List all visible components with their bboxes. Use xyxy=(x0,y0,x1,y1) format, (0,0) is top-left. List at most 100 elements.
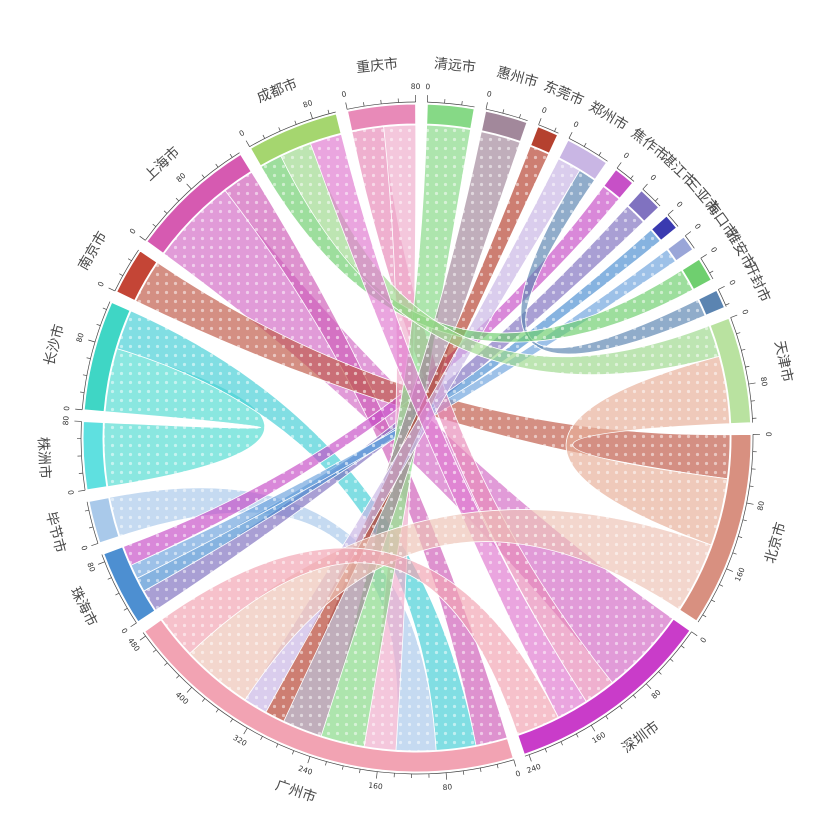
city-arc-三亚市 xyxy=(650,215,678,242)
tick-label: 240 xyxy=(297,764,314,777)
tick-label: 480 xyxy=(126,636,142,653)
tick-mark xyxy=(186,183,192,190)
city-arc-清远市 xyxy=(426,103,475,130)
tick-mark xyxy=(630,175,634,179)
tick-label: 0 xyxy=(79,544,89,552)
tick-mark xyxy=(91,543,99,547)
city-label-毕节市: 毕节市 xyxy=(42,510,69,555)
tick-label: 0 xyxy=(238,128,247,138)
city-axis xyxy=(718,289,727,307)
city-axis xyxy=(616,167,635,182)
tick-mark xyxy=(202,698,206,702)
tick-label: 80 xyxy=(302,98,314,110)
arcs-layer xyxy=(82,103,752,773)
tick-mark xyxy=(513,759,517,767)
tick-mark xyxy=(294,120,297,125)
tick-mark xyxy=(230,718,233,723)
tick-mark xyxy=(260,736,263,741)
ribbon-texture xyxy=(351,126,613,702)
tick-mark xyxy=(376,771,378,779)
tick-mark xyxy=(748,382,756,385)
city-label-长沙市: 长沙市 xyxy=(41,322,68,367)
ribbon-texture xyxy=(364,125,416,751)
tick-mark xyxy=(278,127,281,132)
tick-mark xyxy=(619,705,623,710)
tick-mark xyxy=(746,502,754,505)
ribbon-texture xyxy=(283,131,521,736)
ribbon-texture xyxy=(310,134,587,718)
tick-mark xyxy=(292,750,295,755)
city-axis xyxy=(347,101,416,110)
tick-mark xyxy=(80,391,85,393)
city-axis xyxy=(114,249,139,292)
city-arc-深圳市 xyxy=(517,618,691,755)
tick-mark xyxy=(245,140,250,147)
tick-label: 0 xyxy=(709,245,719,254)
tick-mark xyxy=(152,649,157,653)
tick-mark xyxy=(75,408,83,411)
tick-mark xyxy=(139,635,146,641)
tick-mark xyxy=(669,658,674,662)
tick-label: 80 xyxy=(756,500,767,511)
tick-mark xyxy=(742,519,747,522)
tick-label: 0 xyxy=(727,278,737,286)
city-label-株洲市: 株洲市 xyxy=(34,436,53,479)
tick-mark xyxy=(738,536,743,538)
tick-mark xyxy=(309,111,313,119)
city-axis xyxy=(86,501,99,544)
tick-mark xyxy=(139,235,146,241)
city-label-重庆市: 重庆市 xyxy=(355,55,399,76)
tick-mark xyxy=(102,307,107,310)
city-arc-海口市 xyxy=(667,236,694,262)
tick-mark xyxy=(130,622,137,628)
tick-mark xyxy=(127,258,132,262)
city-arc-北京市 xyxy=(678,433,752,622)
tick-label: 80 xyxy=(174,171,187,184)
tick-label: 0 xyxy=(128,226,138,235)
tick-mark xyxy=(445,772,448,780)
city-arc-广州市 xyxy=(144,619,514,773)
tick-mark xyxy=(616,162,622,169)
city-arc-天津市 xyxy=(709,317,752,425)
city-label-南京市: 南京市 xyxy=(75,228,111,273)
ribbon-texture xyxy=(117,310,476,751)
tick-mark xyxy=(84,509,89,512)
city-label-深圳市: 深圳市 xyxy=(619,718,663,757)
tick-mark xyxy=(307,756,311,764)
tick-mark xyxy=(691,631,698,637)
city-axis xyxy=(101,554,137,624)
tick-mark xyxy=(736,332,741,335)
ribbon-texture xyxy=(123,186,620,566)
tick-mark xyxy=(359,769,361,774)
ribbon-texture xyxy=(103,348,265,487)
city-arc-成都市 xyxy=(249,113,342,167)
ribbon-texture xyxy=(161,547,559,735)
tick-mark xyxy=(215,163,219,168)
ribbon-texture xyxy=(137,229,661,592)
tick-mark xyxy=(633,694,637,699)
city-label-天津市: 天津市 xyxy=(771,339,796,384)
tick-mark xyxy=(554,127,557,132)
tick-mark xyxy=(726,568,734,572)
ribbon-texture xyxy=(135,262,730,479)
city-label-惠州市: 惠州市 xyxy=(495,63,540,91)
tick-mark xyxy=(680,645,685,649)
tick-mark xyxy=(538,118,542,125)
tick-label: 0 xyxy=(66,489,76,495)
tick-label: 0 xyxy=(675,200,685,210)
tick-label: 0 xyxy=(119,626,129,635)
tick-mark xyxy=(152,223,157,227)
tick-label: 80 xyxy=(85,561,97,573)
tick-mark xyxy=(583,142,587,147)
city-axis xyxy=(80,421,86,491)
tick-label: 0 xyxy=(764,432,773,437)
tick-label: 0 xyxy=(341,89,348,99)
tick-mark xyxy=(658,671,662,675)
tick-mark xyxy=(164,662,168,666)
tick-mark xyxy=(711,599,716,603)
tick-label: 240 xyxy=(526,762,543,775)
tick-mark xyxy=(98,561,105,565)
city-label-成都市: 成都市 xyxy=(254,75,299,106)
tick-mark xyxy=(123,607,128,611)
city-arc-株洲市 xyxy=(82,420,108,491)
